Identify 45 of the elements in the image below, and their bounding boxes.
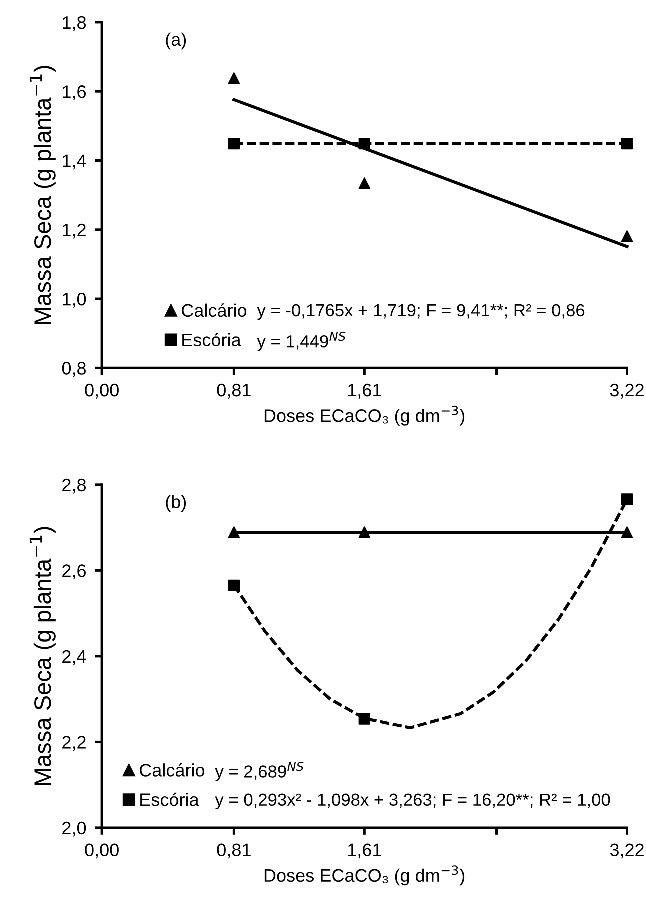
annotation: (b) [166,495,186,512]
point [358,713,371,725]
point [228,72,240,84]
annotation: y = 1,449$^{NS}$ [257,332,346,352]
x-tick-label: 1,61 [348,844,382,859]
y-tick-label: 1,6 [63,86,86,100]
point [621,526,634,538]
y-tick-label: 2,0 [62,822,86,837]
x-tick-label: 1,61 [348,384,382,399]
y-tick-label: 2,4 [62,650,86,666]
x-tick-label: 0,81 [217,384,251,399]
annotation: y = -0,1765x + 1,719; F = 9,41**; R² = 0,86 [257,304,585,320]
annotation: y = 2,689$^{NS}$ [215,762,304,782]
x-tick-label: 0,00 [85,844,119,859]
x-tick-label: 3,22 [610,384,644,399]
point [621,230,634,242]
point [228,138,240,150]
x-tick-label: 3,22 [610,844,644,859]
point [621,494,634,506]
x-axis-title: Doses ECaCO₃ (g dm$^{−3}$) [264,406,465,426]
y-tick-label: 0,8 [62,362,86,378]
y-tick-label: 2,6 [62,564,86,580]
y-tick-label: 1,4 [63,154,86,170]
x-tick-label: 0,81 [217,844,251,859]
legend-label: Calcário [140,763,205,777]
point [358,138,371,150]
y-tick-label: 2,8 [62,478,86,494]
point [228,580,240,592]
point [358,526,371,538]
point [621,138,634,150]
legend-label: Escória [182,333,242,347]
y-tick-label: 1,0 [63,292,86,308]
y-axis-title: Massa Seca (g planta$^{−1}$) [30,66,56,324]
point [228,526,240,538]
point [358,178,371,190]
x-axis-title: Doses ECaCO₃ (g dm$^{−3}$) [264,866,465,886]
x-tick-label: 0,00 [85,384,119,399]
y-tick-label: 1,2 [63,224,86,239]
annotation: y = 0,293x² - 1,098x + 3,263; F = 16,20**; R² = 1,00 [215,794,610,810]
legend-label: Calcário [182,304,247,318]
y-tick-label: 1,8 [63,16,86,32]
legend-label: Escória [140,792,200,806]
y-tick-label: 2,2 [62,736,86,752]
y-axis-title: Massa Seca (g planta$^{−1}$) [30,527,56,786]
annotation: (a) [166,32,186,50]
